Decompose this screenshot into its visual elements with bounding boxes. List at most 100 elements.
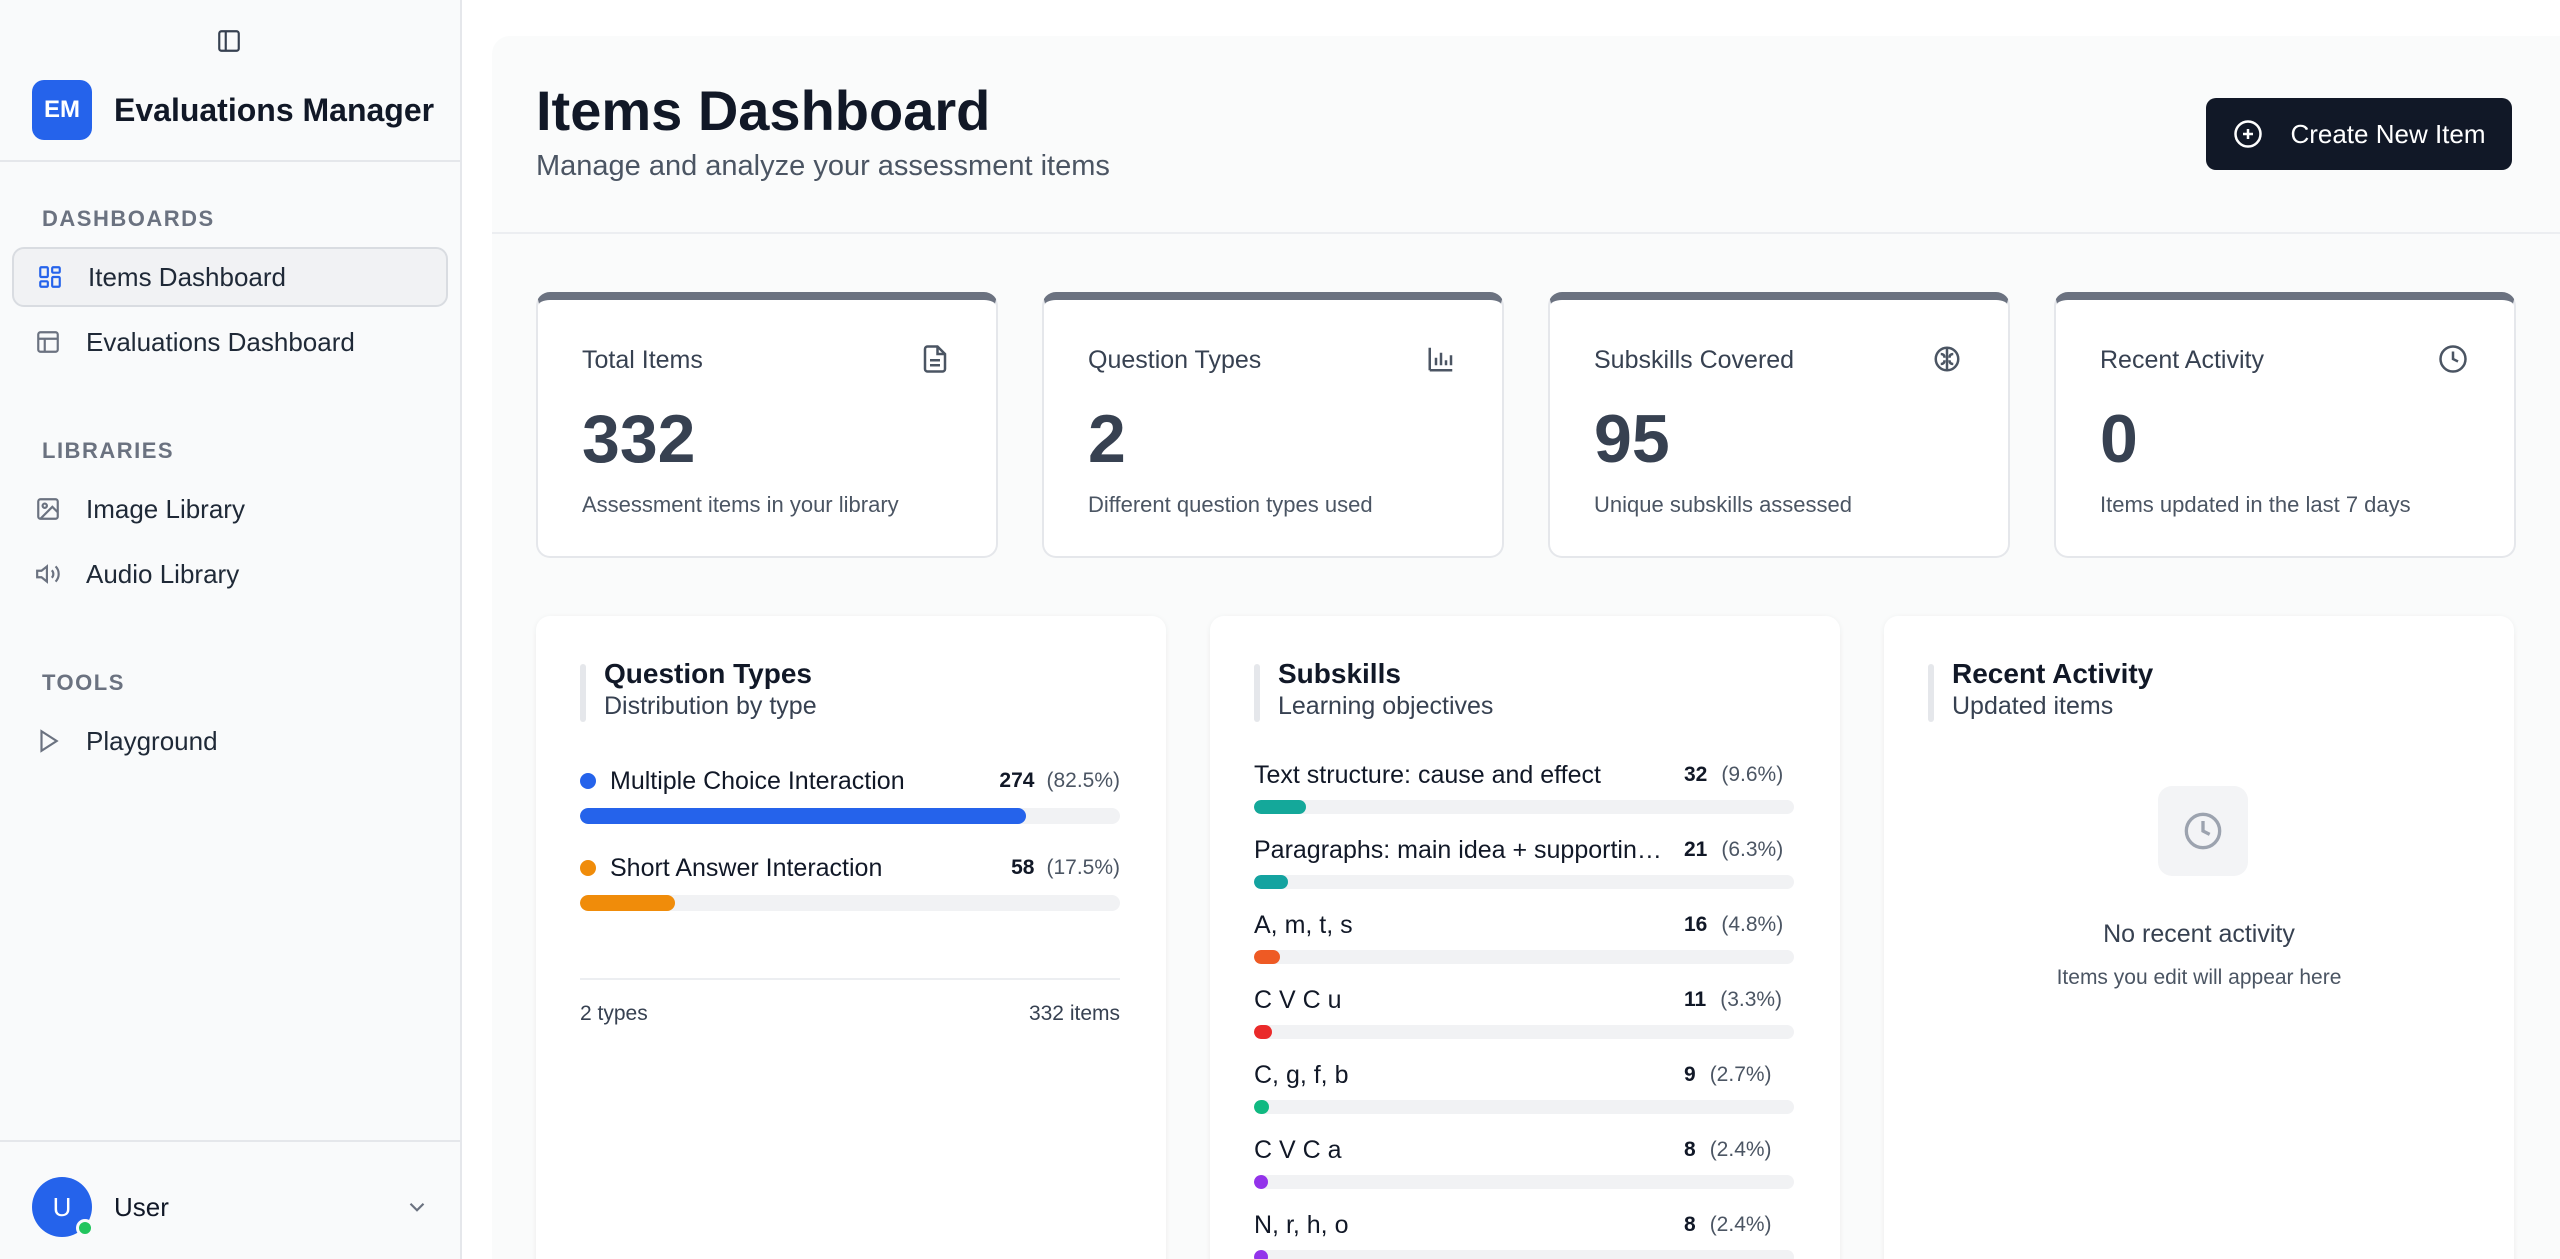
progress-track [1254,875,1794,889]
recent-activity-panel: Recent Activity Updated items No recent … [1884,616,2514,1259]
panel-title: Question Types [604,658,812,689]
progress-track [1254,950,1794,964]
stat-description: Different question types used [1088,492,1373,517]
stat-label: Question Types [1088,346,1262,374]
sidebar-item-evaluations-dashboard[interactable]: Evaluations Dashboard [12,312,448,372]
brand[interactable]: EM Evaluations Manager [32,80,434,140]
subskill-row[interactable]: A, m, t, s 16 (4.8%) [1254,910,1794,964]
stat-label: Subskills Covered [1594,346,1795,374]
sidebar-item-items-dashboard[interactable]: Items Dashboard [12,247,448,307]
question-type-row[interactable]: Multiple Choice Interaction 274 (82.5%) [580,766,1120,824]
progress-track [580,895,1120,911]
stat-card-subskills-covered: Subskills Covered 95 Unique subskills as… [1548,292,2010,558]
stat-description: Unique subskills assessed [1594,492,1853,517]
panel-subtitle: Distribution by type [604,692,817,720]
stat-value: 2 [1088,401,1126,477]
plus-circle-icon [2232,118,2264,150]
subskill-percent: (2.7%) [1709,1063,1772,1086]
clock-icon [2438,344,2470,376]
empty-state-title: No recent activity [2103,920,2295,948]
progress-track [1254,1250,1794,1259]
create-new-item-label: Create New Item [2290,118,2486,149]
sidebar-item-label: Audio Library [86,558,240,589]
panel-title: Subskills [1278,658,1401,689]
question-type-label: Multiple Choice Interaction [610,766,905,795]
nav-section-libraries: LIBRARIES [42,438,175,463]
brand-name: Evaluations Manager [114,91,435,128]
subskill-count: 11 [1684,988,1707,1011]
subskill-label: Paragraphs: main idea + supportin… [1254,835,1662,864]
stat-label: Recent Activity [2100,346,2264,374]
stat-value: 95 [1594,401,1670,477]
subskill-percent: (4.8%) [1721,913,1784,936]
clock-icon [2158,786,2248,876]
online-status-dot [76,1219,94,1237]
play-icon [34,727,62,755]
subskill-count: 16 [1684,913,1708,936]
panel-divider [580,978,1120,980]
sidebar-toggle-icon[interactable] [210,22,248,60]
subskill-percent: (2.4%) [1709,1138,1772,1161]
progress-fill [1254,1250,1269,1259]
question-type-percent: (17.5%) [1046,856,1120,879]
user-menu[interactable]: U User [32,1176,432,1238]
subskill-label: C V C u [1254,985,1342,1014]
panel-accent [1254,664,1260,722]
subskill-row[interactable]: C, g, f, b 9 (2.7%) [1254,1060,1794,1114]
items-count: 332 items [1028,1002,1120,1025]
subskill-label: C V C a [1254,1135,1342,1164]
sidebar-footer-divider [0,1140,460,1142]
subskill-row[interactable]: Paragraphs: main idea + supportin… 21 (6.3… [1254,835,1794,889]
chevron-down-icon[interactable] [402,1192,432,1222]
subskill-percent: (6.3%) [1721,838,1784,861]
progress-track [580,808,1120,824]
stat-label: Total Items [582,346,703,374]
subskill-row[interactable]: C V C a 8 (2.4%) [1254,1135,1794,1189]
question-type-label: Short Answer Interaction [610,853,883,882]
series-color-dot [580,773,596,789]
subskill-percent: (3.3%) [1720,988,1783,1011]
subskill-label: N, r, h, o [1254,1210,1349,1239]
progress-track [1254,800,1794,814]
sidebar-item-image-library[interactable]: Image Library [12,479,448,539]
user-name: User [114,1191,169,1222]
create-new-item-button[interactable]: Create New Item [2206,98,2512,170]
progress-fill [1254,800,1306,814]
subskill-row[interactable]: Text structure: cause and effect 32 (9.6%) [1254,760,1794,814]
sidebar-item-label: Playground [86,725,218,756]
sidebar: EM Evaluations Manager DASHBOARDS Items … [0,0,462,1259]
subskill-count: 21 [1684,838,1708,861]
image-icon [34,495,62,523]
main-content: Items Dashboard Manage and analyze your … [492,36,2560,1259]
progress-track [1254,1025,1794,1039]
page-title: Items Dashboard [536,79,991,142]
brain-icon [1932,344,1964,376]
empty-state-subtitle: Items you edit will appear here [2056,966,2342,989]
sidebar-divider [0,160,460,162]
sidebar-item-audio-library[interactable]: Audio Library [12,544,448,604]
panel-title: Recent Activity [1952,658,2154,689]
stat-value: 332 [582,401,696,477]
subskill-label: A, m, t, s [1254,910,1353,939]
stat-card-question-types: Question Types 2 Different question type… [1042,292,1504,558]
subskill-label: Text structure: cause and effect [1254,760,1601,789]
question-type-count: 274 [999,769,1035,792]
document-icon [920,344,952,376]
sidebar-item-playground[interactable]: Playground [12,711,448,771]
progress-track [1254,1175,1794,1189]
panel-subtitle: Learning objectives [1278,692,1494,720]
subskill-row[interactable]: C V C u 11 (3.3%) [1254,985,1794,1039]
series-color-dot [580,860,596,876]
sidebar-item-label: Items Dashboard [88,261,286,292]
subskill-row[interactable]: N, r, h, o 8 (2.4%) [1254,1210,1794,1259]
question-type-row[interactable]: Short Answer Interaction 58 (17.5%) [580,853,1120,911]
question-type-count: 58 [1011,856,1035,879]
subskill-count: 9 [1684,1063,1696,1086]
progress-fill [1254,1175,1269,1189]
progress-fill [1254,875,1289,889]
nav-section-tools: TOOLS [42,670,125,695]
subskill-count: 8 [1684,1213,1696,1236]
subskill-label: C, g, f, b [1254,1060,1349,1089]
panel-accent [580,664,586,722]
nav-section-dashboards: DASHBOARDS [42,206,215,231]
